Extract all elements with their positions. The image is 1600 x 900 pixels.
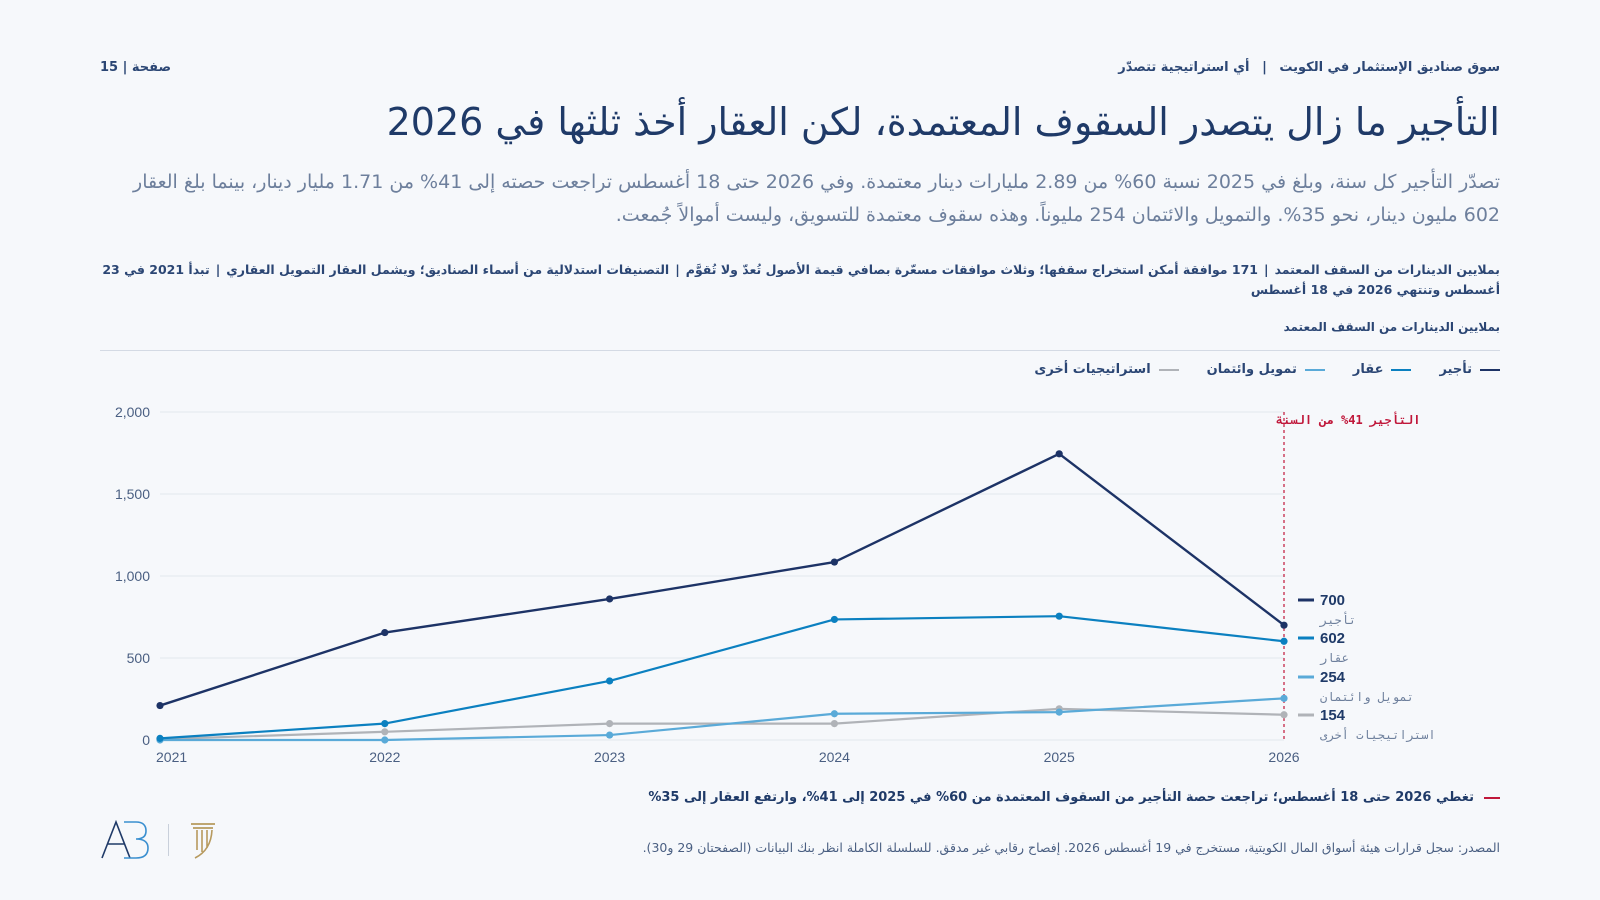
footnote-text: تغطي 2026 حتى 18 أغسطس؛ تراجعت حصة التأج… [648,790,1474,805]
series-line-other [159,707,1285,741]
column-logo-icon [191,823,215,859]
breadcrumb: سوق صناديق الإستثمار في الكويت | أي استر… [1118,60,1500,75]
x-tick-label: 2021 [156,749,187,765]
legend-item-finance: تمويل وائتمان [1207,362,1325,377]
y-tick-label: 0 [142,732,150,748]
note-period: تبدأ 2021 في 23 أغسطس وتنتهي 2026 في 18 … [102,262,1500,297]
legend-swatch-real-estate [1391,368,1412,371]
end-value-real-estate: 602 [1320,630,1345,647]
end-name-finance: تمويل وائتمان [1320,690,1414,705]
data-point-other [1280,711,1288,719]
data-point-finance [156,736,164,744]
legend-swatch-finance [1304,368,1325,371]
units-label: بملايين الدينارات من السقف المعتمد [1283,320,1500,334]
legend-swatch-other [1158,368,1179,371]
data-point-finance [606,731,614,739]
data-point-leasing [1280,621,1288,629]
data-point-finance [381,736,389,744]
end-name-real-estate: عقار [1319,651,1349,666]
chart-footnote: تغطي 2026 حتى 18 أغسطس؛ تراجعت حصة التأج… [100,790,1500,805]
data-point-other [381,728,389,736]
data-point-finance [830,710,839,718]
x-tick-label: 2023 [594,749,625,765]
data-point-finance [1055,708,1063,716]
note-classification: التصنيفات استدلالية من أسماء الصناديق؛ و… [226,262,670,277]
note-units: بملايين الدينارات من السقف المعتمد [1274,262,1500,277]
data-point-real-estate [830,615,839,624]
legend-swatch-leasing [1480,368,1500,371]
chart-notes: بملايين الدينارات من السقف المعتمد|171 م… [102,262,1500,297]
data-point-leasing [156,701,164,710]
y-tick-label: 500 [127,650,151,666]
data-point-other [830,720,839,728]
legend-item-real-estate: عقار [1353,362,1412,377]
series-line-real-estate [159,615,1285,740]
chart-legend: تأجير عقار تمويل وائتمان استراتيجيات أخر… [100,362,1500,377]
data-point-finance [1280,694,1288,702]
data-point-real-estate [606,677,614,685]
divider [100,350,1500,351]
legend-label-other: استراتيجيات أخرى [1034,362,1151,377]
legend-item-leasing: تأجير [1439,362,1500,377]
logo-divider [168,824,169,856]
y-tick-label: 1,000 [115,568,150,584]
end-value-other: 154 [1320,707,1346,724]
data-point-real-estate [1280,637,1288,645]
data-point-other [1055,705,1063,713]
data-point-leasing [381,628,389,637]
page-label: صفحة [131,60,172,75]
note-approvals: 171 موافقة أمكن استخراج سقفها؛ وثلاث موا… [685,262,1258,277]
data-point-real-estate [156,734,164,742]
x-tick-label: 2022 [369,749,400,765]
data-point-leasing [606,595,614,603]
series-line-finance [160,697,1285,742]
source-note: المصدر: سجل قرارات هيئة أسواق المال الكو… [642,840,1500,855]
y-tick-label: 1,500 [115,486,150,502]
end-name-leasing: تأجير [1319,611,1356,628]
x-tick-label: 2024 [819,749,850,765]
footnote-marker [1484,796,1500,799]
end-value-leasing: 700 [1320,592,1345,609]
y-tick-label: 2,000 [115,404,150,420]
data-point-other [156,735,164,743]
page-number: صفحة | 15 [100,60,172,75]
x-tick-label: 2026 [1268,749,1299,765]
data-point-real-estate [381,720,389,728]
legend-label-finance: تمويل وائتمان [1206,362,1297,377]
breadcrumb-report: سوق صناديق الإستثمار في الكويت [1279,60,1500,75]
data-point-leasing [830,558,839,566]
end-name-other: استراتيجيات أخرى [1320,727,1436,743]
data-point-leasing [1055,450,1063,458]
page-title: التأجير ما زال يتصدر السقوف المعتمدة، لك… [386,100,1500,144]
data-point-other [606,720,614,728]
ab-logo-icon [101,820,149,859]
legend-label-real-estate: عقار [1352,362,1384,377]
end-value-finance: 254 [1320,669,1346,686]
series-line-leasing [159,452,1285,707]
data-point-real-estate [1055,612,1063,620]
breadcrumb-section: أي استراتيجية تتصدّر [1118,60,1250,75]
footer-logos [100,820,219,860]
x-tick-label: 2025 [1044,749,1075,765]
page-subtitle: تصدّر التأجير كل سنة، وبلغ في 2025 نسبة … [133,171,1500,227]
legend-item-other: استراتيجيات أخرى [1034,362,1179,377]
page-number-value: 15 [100,60,119,75]
page-header: صفحة | 15 سوق صناديق الإستثمار في الكويت… [100,60,1500,75]
annotation-label: التأجير 41% من السنة [1276,411,1421,428]
legend-label-leasing: تأجير [1439,362,1472,377]
